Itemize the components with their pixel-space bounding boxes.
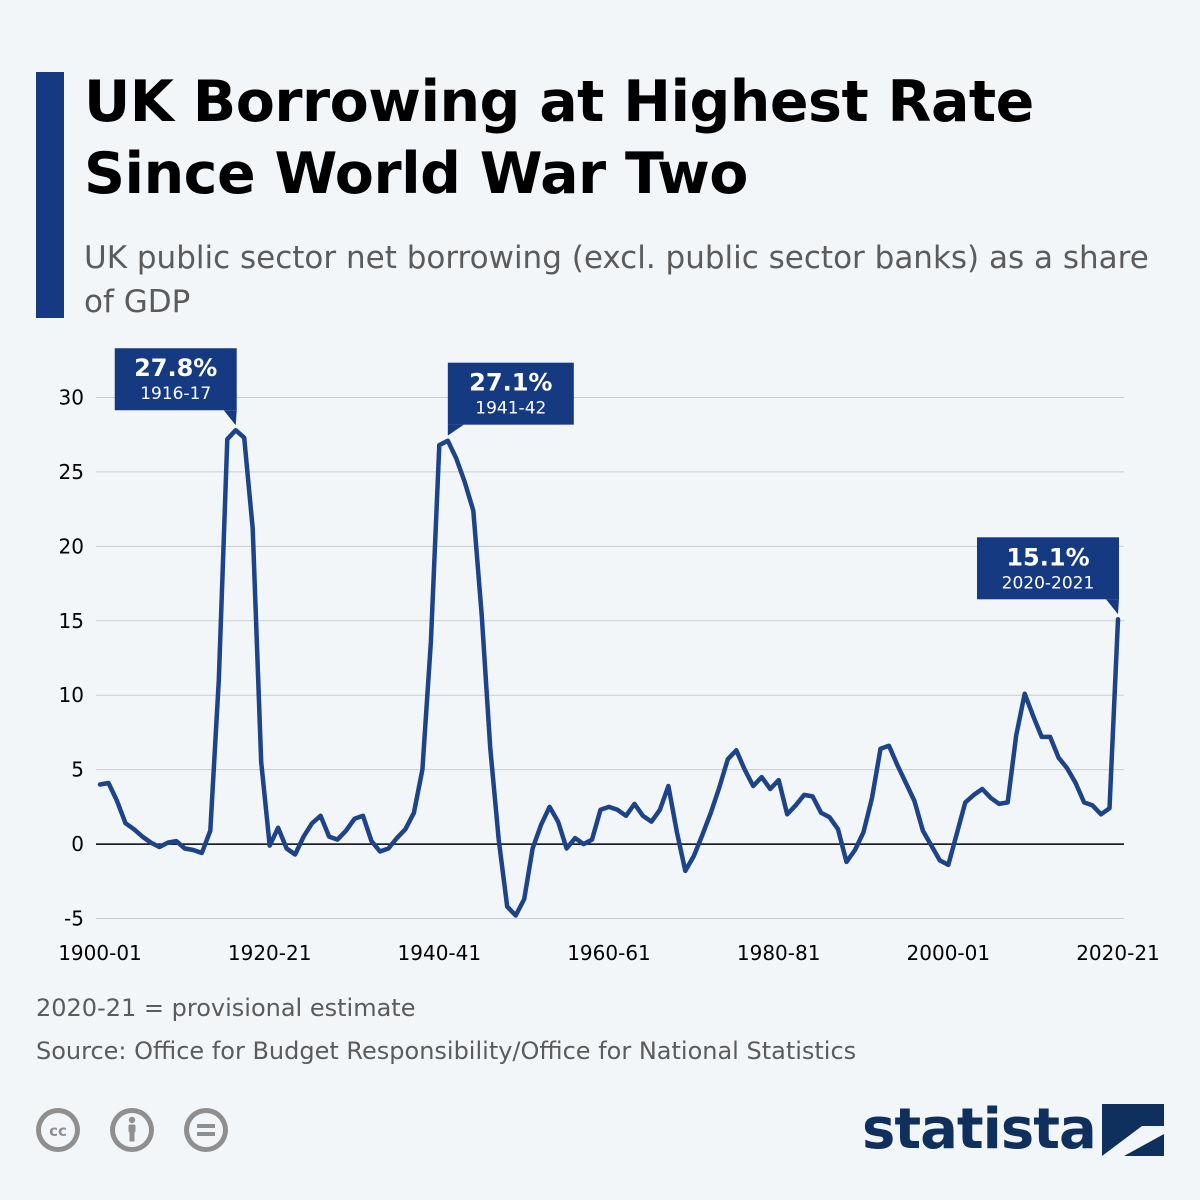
title-accent-bar [36, 72, 64, 318]
callout-box [447, 362, 574, 425]
x-tick-label: 2020-21 [1076, 941, 1160, 965]
statista-logo-text[interactable]: statista [862, 1097, 1097, 1162]
x-tick-label: 1940-41 [398, 941, 482, 965]
callout-period: 1916-17 [140, 384, 211, 404]
cc-icon[interactable]: cc [36, 1108, 80, 1152]
callout-period: 1941-42 [475, 399, 546, 419]
x-tick-label: 1920-21 [228, 941, 312, 965]
callout-box [977, 537, 1119, 600]
statista-logo-icon [1102, 1104, 1164, 1156]
x-tick-label: 2000-01 [907, 941, 991, 965]
callout-value: 15.1% [1006, 543, 1089, 571]
x-axis-ticks: 1900-01 1920-21 1940-41 1960-61 1980-81 2000-… [58, 941, 1160, 965]
x-tick-label: 1980-81 [737, 941, 821, 965]
callout: 15.1%2020-2021 [977, 537, 1119, 615]
x-tick-label: 1960-61 [567, 941, 651, 965]
y-tick-label: -5 [64, 907, 84, 931]
callout-box [114, 348, 237, 411]
callout-pointer [223, 410, 237, 426]
callout: 27.8%1916-17 [114, 348, 237, 426]
series-layer [97, 427, 1121, 918]
gridlines [96, 397, 1124, 919]
chart-subtitle: UK public sector net borrowing (excl. pu… [84, 240, 1149, 320]
y-tick-label: 10 [59, 683, 84, 707]
y-tick-label: 20 [59, 534, 84, 558]
x-tick-label: 1900-01 [58, 941, 142, 965]
y-tick-label: 25 [59, 460, 84, 484]
source-note: Source: Office for Budget Responsibility… [36, 1037, 857, 1065]
callout-pointer [1106, 599, 1119, 615]
chart-title: UK Borrowing at Highest Rate Since World… [84, 69, 1034, 207]
callout-value: 27.8% [134, 354, 217, 382]
y-tick-label: 15 [59, 609, 84, 633]
footnote: 2020-21 = provisional estimate [36, 994, 416, 1022]
y-tick-label: 30 [59, 386, 84, 410]
attribution-icon[interactable] [110, 1108, 154, 1152]
series-line [97, 427, 1121, 918]
callout-value: 27.1% [469, 369, 552, 397]
callouts: 27.8%1916-17 27.1%1941-42 15.1%2020-2021 [114, 348, 1119, 615]
line-chart: 30 25 20 15 10 5 0 -5 1900-01 1920-21 1940-41 1960… [58, 348, 1160, 965]
no-derivatives-icon[interactable] [184, 1108, 228, 1152]
y-axis-ticks: 30 25 20 15 10 5 0 -5 [59, 386, 84, 931]
callout-pointer [447, 424, 464, 436]
callout-period: 2020-2021 [1002, 573, 1095, 593]
svg-text:cc: cc [49, 1122, 67, 1140]
y-tick-label: 0 [71, 832, 84, 856]
y-tick-label: 5 [71, 758, 84, 782]
callout: 27.1%1941-42 [447, 362, 574, 436]
